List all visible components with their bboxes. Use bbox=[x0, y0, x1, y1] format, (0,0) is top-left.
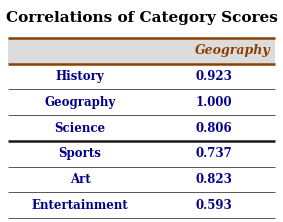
Text: Geography: Geography bbox=[195, 44, 271, 57]
Text: History: History bbox=[56, 70, 104, 83]
Bar bbox=[8, 38, 275, 64]
Text: 1.000: 1.000 bbox=[195, 96, 232, 109]
Text: Geography: Geography bbox=[44, 96, 116, 109]
Text: 0.593: 0.593 bbox=[195, 199, 232, 212]
Text: Entertainment: Entertainment bbox=[32, 199, 128, 212]
Text: 0.923: 0.923 bbox=[195, 70, 232, 83]
Text: 0.737: 0.737 bbox=[195, 147, 232, 160]
Text: 0.823: 0.823 bbox=[195, 173, 232, 186]
Text: Science: Science bbox=[55, 121, 106, 135]
Text: 0.806: 0.806 bbox=[195, 121, 232, 135]
Text: Sports: Sports bbox=[59, 147, 102, 160]
Text: Art: Art bbox=[70, 173, 91, 186]
Text: Correlations of Category Scores: Correlations of Category Scores bbox=[6, 11, 277, 25]
